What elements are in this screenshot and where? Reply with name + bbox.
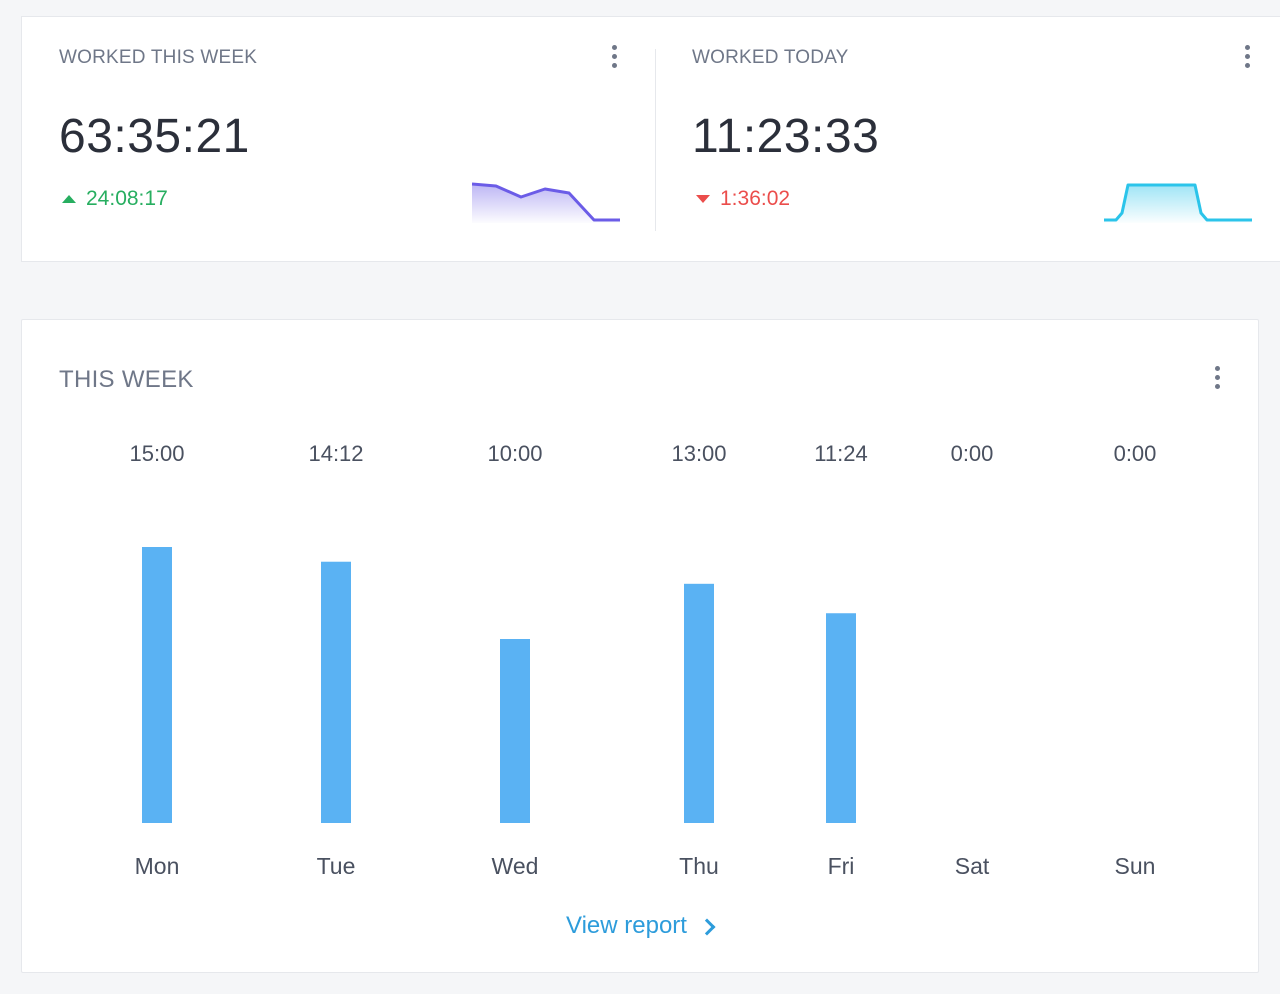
arrow-down-icon	[696, 195, 710, 203]
this-week-card: THIS WEEK 15:00 Mon 14:12 Tue 10:00 Wed 13:00 T…	[21, 319, 1259, 973]
category-label: Fri	[828, 853, 855, 879]
bar-value-label: 14:12	[308, 441, 363, 466]
category-label: Thu	[679, 853, 719, 879]
worked-today-label: WORKED TODAY	[692, 47, 849, 68]
arrow-up-icon	[62, 195, 76, 203]
this-week-menu-icon[interactable]	[1212, 366, 1222, 392]
bar-thu[interactable]	[684, 583, 714, 823]
bar-wed[interactable]	[500, 639, 530, 823]
category-label: Wed	[492, 853, 539, 879]
this-week-bar-chart: 15:00 Mon 14:12 Tue 10:00 Wed 13:00 Thu 11:24 Fri…	[129, 441, 1157, 879]
bar-tue[interactable]	[321, 561, 351, 823]
this-week-title: THIS WEEK	[59, 366, 194, 393]
category-label: Mon	[135, 853, 180, 879]
bar-value-label: 15:00	[129, 441, 184, 466]
chevron-right-icon	[698, 918, 716, 935]
worked-week-sparkline	[472, 182, 620, 223]
bar-fri[interactable]	[826, 613, 856, 823]
bar-value-label: 11:24	[814, 441, 867, 466]
category-label: Sun	[1115, 853, 1156, 879]
worked-week-delta: 24:08:17	[62, 187, 168, 211]
bar-value-label: 0:00	[951, 441, 994, 466]
stats-divider	[655, 49, 656, 231]
category-label: Sat	[955, 853, 990, 879]
bar-value-label: 10:00	[487, 441, 542, 466]
worked-today-menu-icon[interactable]	[1242, 45, 1252, 71]
bar-value-label: 0:00	[1114, 441, 1157, 466]
view-report-link[interactable]: View report	[566, 912, 716, 940]
category-label: Tue	[317, 853, 356, 879]
worked-today-sparkline	[1104, 183, 1252, 223]
view-report-label: View report	[566, 912, 687, 939]
worked-today-delta: 1:36:02	[696, 187, 790, 211]
bar-mon[interactable]	[142, 547, 172, 823]
worked-week-label: WORKED THIS WEEK	[59, 47, 258, 68]
worked-week-value: 63:35:21	[59, 110, 250, 163]
worked-week-menu-icon[interactable]	[609, 45, 619, 71]
worked-week-delta-value: 24:08:17	[86, 187, 168, 210]
worked-today-value: 11:23:33	[692, 110, 880, 163]
bar-value-label: 13:00	[671, 441, 726, 466]
worked-today-delta-value: 1:36:02	[720, 187, 791, 210]
stats-card: WORKED THIS WEEK 63:35:21 24:08:17 WORKE…	[21, 16, 1280, 262]
